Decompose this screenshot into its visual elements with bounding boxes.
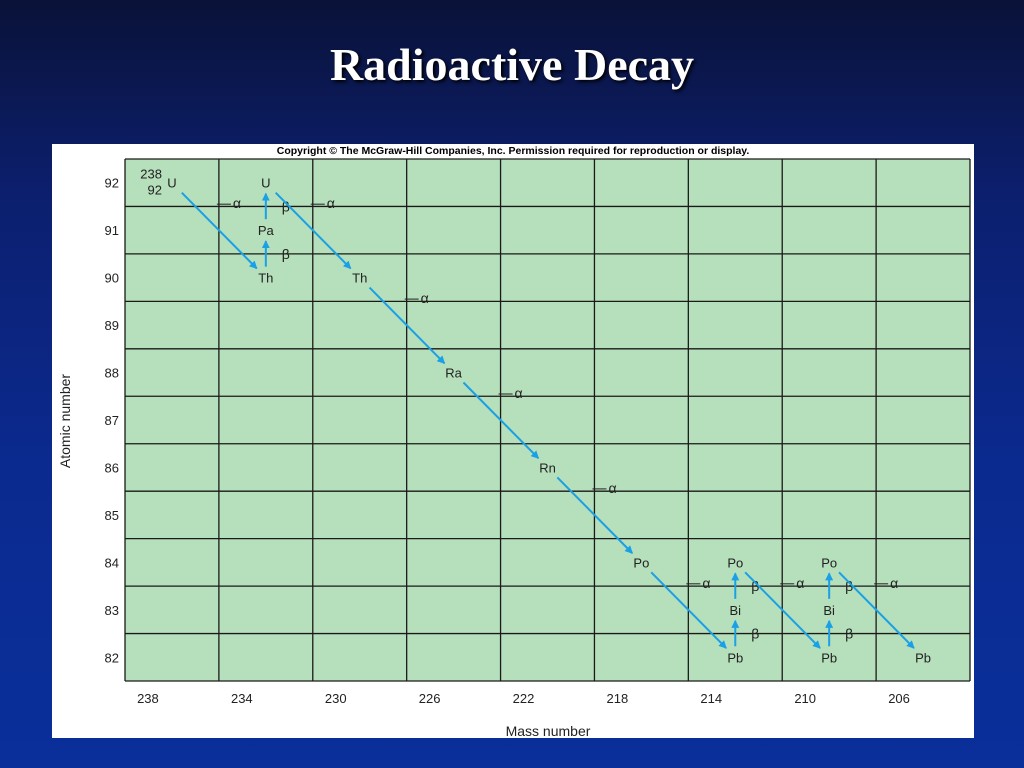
nuclide-label: Ra: [445, 366, 462, 381]
nuclide-label: Pb: [727, 650, 743, 665]
y-tick-label: 91: [105, 223, 119, 238]
decay-chart-panel: Copyright © The McGraw-Hill Companies, I…: [52, 144, 974, 738]
y-tick-label: 92: [105, 176, 119, 191]
y-axis-label: Atomic number: [57, 374, 73, 468]
alpha-decay-arrow: [744, 571, 821, 649]
x-tick-label: 214: [700, 691, 722, 706]
copyright-notice: Copyright © The McGraw-Hill Companies, I…: [276, 145, 750, 157]
nuclide-label: Po: [821, 555, 837, 570]
nuclide-mass-prefix: 238: [140, 167, 162, 182]
alpha-decay-label: α: [796, 575, 804, 591]
nuclide-label: Po: [633, 555, 649, 570]
nuclide-label: Th: [352, 271, 367, 286]
nuclide-label: Pb: [821, 650, 837, 665]
x-axis-label: Mass number: [506, 723, 591, 738]
y-tick-label: 85: [105, 508, 119, 523]
x-tick-label: 206: [888, 691, 910, 706]
alpha-decay-label: α: [608, 480, 616, 496]
x-tick-label: 234: [231, 691, 253, 706]
y-tick-label: 84: [105, 555, 119, 570]
y-axis-ticks: 92 91 90 89 88 87 86 85 84 83 82: [105, 176, 119, 666]
slide-title: Radioactive Decay: [329, 39, 695, 90]
alpha-decay-label: α: [233, 195, 241, 211]
alpha-decay-label: α: [421, 290, 429, 306]
beta-decay-label: β: [282, 198, 290, 214]
nuclide-atomic-prefix: 92: [147, 183, 161, 198]
y-tick-label: 88: [105, 366, 119, 381]
alpha-decay-arrow: [556, 476, 633, 554]
x-tick-label: 238: [137, 691, 159, 706]
x-tick-label: 230: [325, 691, 347, 706]
x-tick-label: 218: [607, 691, 629, 706]
nuclide-label: Bi: [823, 603, 835, 618]
decay-arrows: α β β α α α α α β β α β β α: [181, 191, 915, 649]
alpha-decay-arrow: [462, 381, 540, 459]
alpha-decay-label: α: [327, 195, 335, 211]
x-axis-ticks: 238 234 230 226 222 218 214 210 206: [137, 691, 910, 706]
nuclide-label: Bi: [729, 603, 741, 618]
nuclide-label: Pb: [915, 650, 931, 665]
beta-decay-label: β: [845, 578, 853, 594]
nuclide-label: Th: [258, 271, 273, 286]
beta-decay-label: β: [751, 578, 759, 594]
x-tick-label: 226: [419, 691, 441, 706]
nuclide-label: Rn: [539, 460, 556, 475]
y-tick-label: 82: [105, 650, 119, 665]
y-tick-label: 83: [105, 603, 119, 618]
decay-chart: 92 91 90 89 88 87 86 85 84 83 82 238 234 230 226 222 21…: [57, 158, 971, 738]
nuclide-label: Po: [727, 555, 743, 570]
alpha-decay-arrow: [181, 191, 258, 270]
x-tick-label: 210: [794, 691, 816, 706]
alpha-decay-label: α: [702, 575, 710, 591]
alpha-decay-arrow: [838, 571, 915, 649]
nuclide-label: Pa: [258, 223, 275, 238]
y-tick-label: 90: [105, 271, 119, 286]
alpha-decay-arrow: [650, 571, 727, 649]
alpha-decay-arrow: [274, 191, 352, 270]
beta-decay-label: β: [845, 626, 853, 642]
nuclide-label: U: [167, 176, 176, 191]
beta-decay-label: β: [751, 626, 759, 642]
plot-background: [125, 159, 970, 681]
alpha-decay-label: α: [890, 575, 898, 591]
y-tick-label: 87: [105, 413, 119, 428]
beta-decay-label: β: [282, 246, 290, 262]
y-tick-label: 89: [105, 318, 119, 333]
alpha-decay-arrow: [368, 286, 446, 365]
x-tick-label: 222: [513, 691, 535, 706]
alpha-decay-label: α: [515, 385, 523, 401]
nuclide-label: U: [261, 176, 270, 191]
y-tick-label: 86: [105, 460, 119, 475]
